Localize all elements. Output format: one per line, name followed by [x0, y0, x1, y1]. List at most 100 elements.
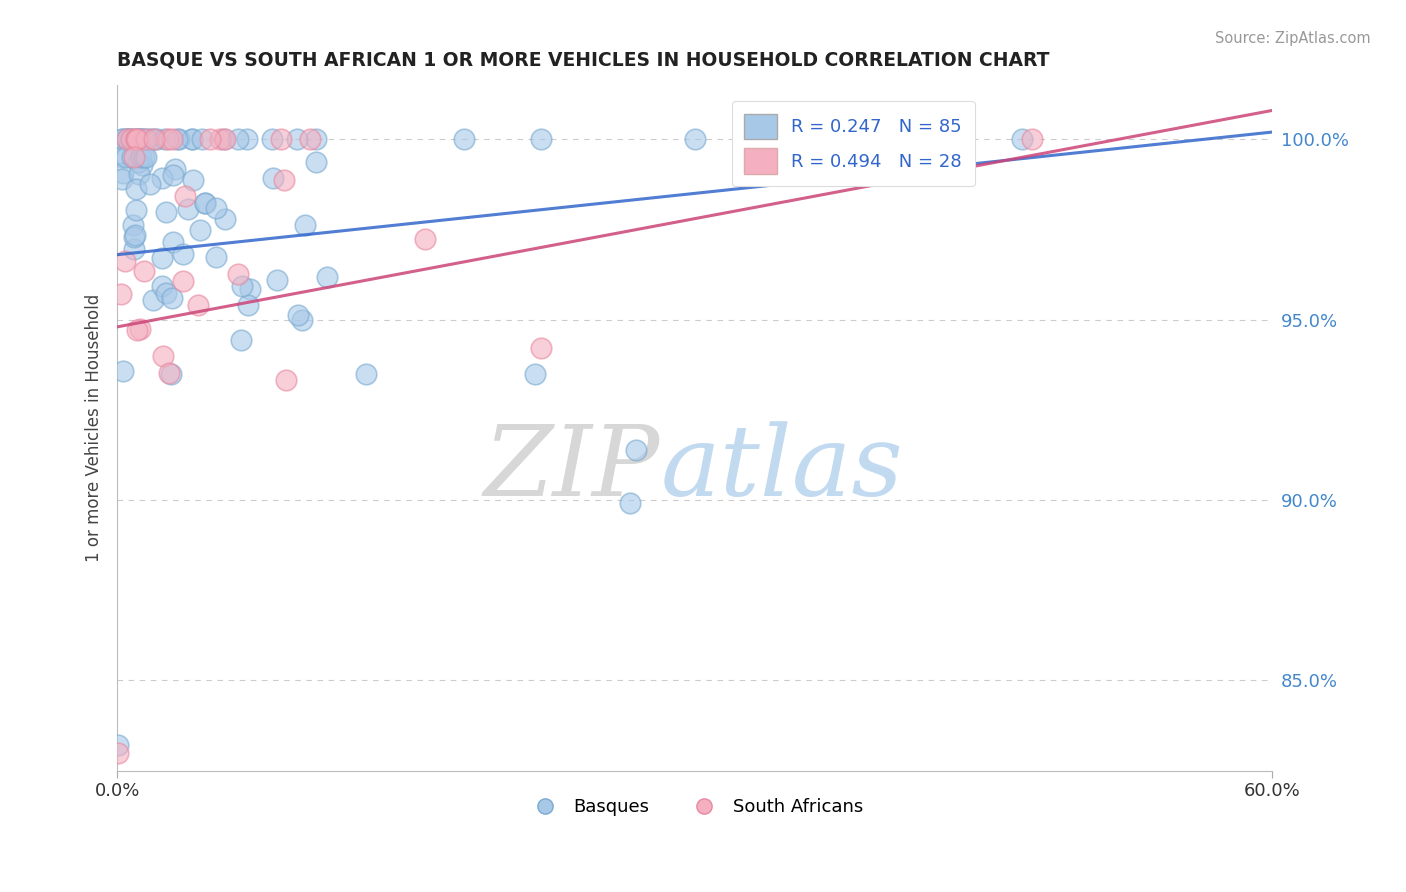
- Point: [124, 202, 146, 217]
- Point: [266, 273, 288, 287]
- Y-axis label: 1 or more Vehicles in Household: 1 or more Vehicles in Household: [86, 293, 103, 562]
- Point: [177, 202, 200, 216]
- Point: [187, 298, 209, 312]
- Point: [172, 274, 194, 288]
- Point: [153, 132, 176, 146]
- Point: [118, 132, 141, 146]
- Point: [180, 132, 202, 146]
- Point: [453, 132, 475, 146]
- Point: [198, 132, 221, 146]
- Point: [190, 223, 212, 237]
- Point: [143, 132, 166, 146]
- Point: [129, 322, 152, 336]
- Point: [111, 364, 134, 378]
- Point: [354, 367, 377, 381]
- Text: ZIP: ZIP: [484, 421, 661, 516]
- Point: [181, 132, 204, 146]
- Point: [114, 150, 136, 164]
- Point: [117, 132, 139, 146]
- Point: [214, 211, 236, 226]
- Point: [125, 132, 148, 146]
- Point: [134, 132, 156, 146]
- Point: [204, 201, 226, 215]
- Point: [122, 132, 145, 146]
- Point: [122, 242, 145, 256]
- Point: [239, 282, 262, 296]
- Point: [262, 171, 284, 186]
- Point: [134, 264, 156, 278]
- Point: [163, 161, 186, 176]
- Point: [238, 298, 260, 312]
- Point: [183, 173, 205, 187]
- Point: [121, 132, 143, 146]
- Point: [124, 227, 146, 242]
- Point: [134, 150, 156, 164]
- Point: [115, 132, 138, 146]
- Point: [159, 367, 181, 381]
- Point: [530, 132, 553, 146]
- Point: [413, 232, 436, 246]
- Point: [530, 341, 553, 355]
- Point: [162, 168, 184, 182]
- Point: [273, 173, 295, 187]
- Point: [174, 189, 197, 203]
- Point: [150, 251, 173, 265]
- Point: [120, 132, 142, 146]
- Point: [141, 132, 163, 146]
- Point: [298, 132, 321, 146]
- Point: [160, 132, 183, 146]
- Point: [214, 132, 236, 146]
- Point: [121, 150, 143, 164]
- Point: [138, 177, 160, 191]
- Point: [157, 367, 180, 381]
- Point: [131, 158, 153, 172]
- Point: [155, 205, 177, 219]
- Point: [162, 235, 184, 249]
- Legend: Basques, South Africans: Basques, South Africans: [519, 791, 870, 823]
- Point: [142, 293, 165, 308]
- Point: [128, 132, 150, 146]
- Point: [624, 443, 647, 458]
- Point: [135, 150, 157, 164]
- Point: [127, 155, 149, 169]
- Point: [162, 291, 184, 305]
- Point: [231, 333, 253, 347]
- Point: [1011, 132, 1033, 146]
- Point: [235, 132, 257, 146]
- Point: [145, 132, 167, 146]
- Point: [128, 167, 150, 181]
- Point: [287, 308, 309, 322]
- Point: [111, 150, 134, 164]
- Point: [167, 132, 190, 146]
- Point: [128, 132, 150, 146]
- Point: [114, 254, 136, 268]
- Point: [124, 182, 146, 196]
- Point: [152, 349, 174, 363]
- Point: [274, 373, 297, 387]
- Point: [124, 132, 146, 146]
- Point: [191, 132, 214, 146]
- Point: [131, 132, 153, 146]
- Point: [107, 739, 129, 753]
- Point: [205, 250, 228, 264]
- Point: [683, 132, 706, 146]
- Point: [117, 132, 139, 146]
- Point: [107, 746, 129, 760]
- Point: [121, 218, 143, 232]
- Point: [524, 367, 547, 381]
- Point: [305, 132, 328, 146]
- Point: [285, 132, 308, 146]
- Point: [136, 132, 159, 146]
- Point: [270, 132, 292, 146]
- Point: [294, 218, 316, 232]
- Point: [122, 230, 145, 244]
- Point: [150, 170, 173, 185]
- Point: [125, 132, 148, 146]
- Point: [291, 312, 314, 326]
- Point: [118, 132, 141, 146]
- Point: [127, 323, 149, 337]
- Point: [124, 150, 146, 164]
- Point: [127, 132, 149, 146]
- Point: [111, 132, 134, 146]
- Point: [315, 270, 337, 285]
